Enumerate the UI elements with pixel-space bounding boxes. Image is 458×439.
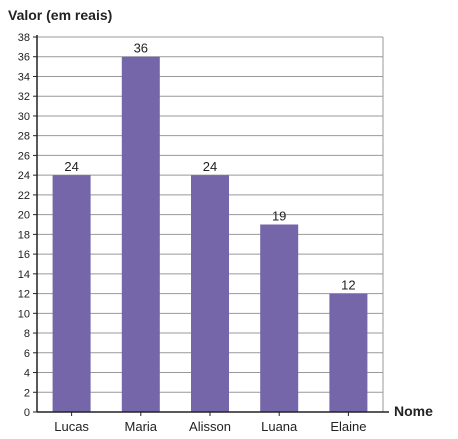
x-tick-labels: Lucas Maria Alisson Luana Elaine	[54, 419, 366, 434]
y-tick-label: 28	[18, 131, 30, 143]
y-tick-label: 4	[24, 368, 30, 380]
y-tick-label: 2	[24, 387, 30, 399]
y-tick-label: 20	[18, 210, 30, 222]
y-tick-label: 18	[18, 229, 30, 241]
data-label-maria: 36	[134, 41, 148, 56]
axes	[33, 35, 389, 416]
x-tick-label-alisson: Alisson	[189, 419, 231, 434]
data-label-alisson: 24	[203, 159, 217, 174]
y-tick-label: 12	[18, 289, 30, 301]
x-tick-label-elaine: Elaine	[330, 419, 366, 434]
bar-alisson	[191, 175, 229, 412]
data-label-lucas: 24	[64, 159, 78, 174]
y-tick-label: 14	[18, 269, 30, 281]
y-tick-label: 34	[18, 71, 30, 83]
bar-lucas	[52, 175, 91, 412]
y-tick-label: 38	[18, 32, 30, 44]
x-tick-label-maria: Maria	[125, 419, 158, 434]
data-label-luana: 19	[272, 209, 286, 224]
x-tick-label-lucas: Lucas	[54, 419, 89, 434]
bar-luana	[260, 224, 299, 412]
y-tick-label: 0	[24, 407, 30, 419]
bars	[52, 56, 368, 412]
x-tick-label-luana: Luana	[261, 419, 298, 434]
data-label-elaine: 12	[341, 278, 355, 293]
data-labels: 24 36 24 19 12	[64, 41, 355, 293]
y-tick-label: 36	[18, 52, 30, 64]
x-axis-title: Nome	[394, 403, 433, 419]
y-axis-title: Valor (em reais)	[8, 7, 112, 23]
y-tick-label: 26	[18, 150, 30, 162]
y-tick-label: 10	[18, 308, 30, 320]
y-tick-label: 8	[24, 328, 30, 340]
grid-lines	[37, 36, 384, 412]
y-tick-label: 32	[18, 91, 30, 103]
y-tick-label: 16	[18, 249, 30, 261]
y-tick-label: 22	[18, 190, 30, 202]
y-tick-label: 30	[18, 111, 30, 123]
bar-maria	[121, 56, 160, 412]
y-tick-label: 24	[18, 170, 30, 182]
bar-elaine	[329, 293, 368, 412]
y-tick-label: 6	[24, 348, 30, 360]
